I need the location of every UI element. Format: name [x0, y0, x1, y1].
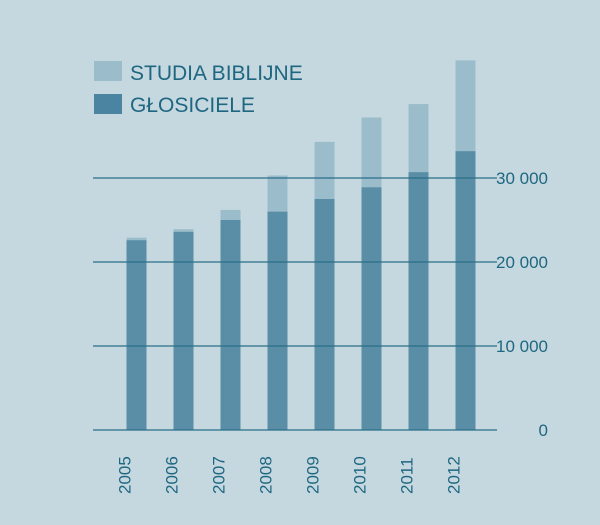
bar-glosiciele-2005: [126, 240, 147, 430]
legend-label-studia-biblijne: STUDIA BIBLIJNE: [130, 62, 303, 85]
bar-glosiciele-2007: [220, 220, 241, 430]
x-tick-label-2008: 2008: [257, 456, 276, 494]
x-tick-label-2012: 2012: [445, 456, 464, 494]
x-tick-label-2005: 2005: [116, 456, 135, 494]
x-tick-label-2011: 2011: [398, 457, 417, 494]
y-tick-label-10000: 10 000: [496, 337, 548, 356]
bar-studia-biblijne-2005: [126, 237, 147, 241]
x-tick-labels: 2005 2006 2007 2008 2009 2010 2011 2012: [116, 456, 464, 494]
bar-glosiciele-2006: [173, 231, 194, 430]
x-tick-label-2010: 2010: [351, 456, 370, 494]
bar-studia-biblijne-2012: [455, 60, 476, 152]
x-tick-label-2009: 2009: [304, 456, 323, 494]
y-tick-label-20000: 20 000: [496, 253, 548, 272]
legend-swatch-glosiciele: [94, 94, 122, 114]
legend-label-glosiciele: GŁOSICIELE: [130, 94, 255, 117]
bar-studia-biblijne-2007: [220, 209, 241, 220]
bar-glosiciele-2011: [408, 172, 429, 430]
bars-layer: [126, 60, 476, 430]
bar-studia-biblijne-2011: [408, 104, 429, 173]
bar-studia-biblijne-2009: [314, 141, 335, 199]
bar-studia-biblijne-2008: [267, 175, 288, 212]
gridlines: [93, 177, 497, 431]
bar-studia-biblijne-2006: [173, 229, 194, 232]
bar-glosiciele-2012: [455, 151, 476, 430]
y-tick-label-0: 0: [539, 421, 548, 440]
bar-studia-biblijne-2010: [361, 117, 382, 188]
bar-glosiciele-2009: [314, 199, 335, 430]
y-tick-labels: 0 10 000 20 000 30 000: [496, 169, 548, 440]
y-tick-label-30000: 30 000: [496, 169, 548, 188]
legend-swatch-studia-biblijne: [94, 61, 122, 81]
bar-glosiciele-2008: [267, 211, 288, 430]
bar-glosiciele-2010: [361, 187, 382, 430]
x-tick-label-2006: 2006: [163, 456, 182, 494]
legend: STUDIA BIBLIJNE GŁOSICIELE: [94, 61, 303, 117]
x-tick-label-2007: 2007: [210, 456, 229, 494]
